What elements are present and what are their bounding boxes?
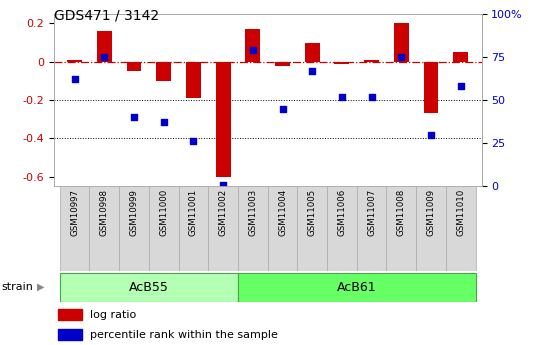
Text: AcB61: AcB61 [337,281,377,294]
FancyBboxPatch shape [89,186,119,271]
Point [130,115,138,120]
Point [100,54,109,60]
FancyBboxPatch shape [179,186,208,271]
Text: GSM11003: GSM11003 [249,189,257,236]
Text: GSM11007: GSM11007 [367,189,376,236]
Bar [126,62,141,71]
Text: GSM11001: GSM11001 [189,189,198,236]
Bar [364,60,379,62]
Point [249,47,257,53]
Bar [97,31,112,62]
Point [456,83,465,89]
Bar [305,42,320,62]
FancyBboxPatch shape [268,186,298,271]
Text: GSM11002: GSM11002 [218,189,228,236]
Point [427,132,435,137]
FancyBboxPatch shape [60,186,89,271]
FancyBboxPatch shape [327,186,357,271]
Bar [67,60,82,62]
Text: GSM10998: GSM10998 [100,189,109,236]
Text: GSM11006: GSM11006 [337,189,346,236]
Bar [454,52,468,62]
Text: GSM11000: GSM11000 [159,189,168,236]
Text: GDS471 / 3142: GDS471 / 3142 [54,9,159,23]
FancyBboxPatch shape [208,186,238,271]
Point [159,120,168,125]
Text: GSM11008: GSM11008 [397,189,406,236]
FancyBboxPatch shape [238,186,268,271]
Bar [186,62,201,98]
FancyBboxPatch shape [238,273,476,302]
Point [70,77,79,82]
Bar [58,329,82,340]
Bar [156,62,171,81]
Bar [275,62,290,66]
Point [367,94,376,99]
FancyBboxPatch shape [60,273,238,302]
Text: GSM10999: GSM10999 [130,189,138,236]
Text: GSM11004: GSM11004 [278,189,287,236]
Text: GSM11005: GSM11005 [308,189,317,236]
Point [189,139,197,144]
Text: GSM10997: GSM10997 [70,189,79,236]
Text: strain: strain [2,282,33,292]
Text: GSM11010: GSM11010 [456,189,465,236]
Bar [423,62,438,114]
Bar [216,62,230,177]
Bar [245,29,260,62]
Point [308,68,316,73]
Point [338,94,346,99]
FancyBboxPatch shape [119,186,149,271]
FancyBboxPatch shape [416,186,446,271]
Bar [335,62,349,63]
Point [278,106,287,111]
FancyBboxPatch shape [386,186,416,271]
FancyBboxPatch shape [149,186,179,271]
FancyBboxPatch shape [446,186,476,271]
FancyBboxPatch shape [357,186,386,271]
Text: AcB55: AcB55 [129,281,169,294]
Point [397,54,406,60]
Point [219,182,228,187]
FancyBboxPatch shape [298,186,327,271]
Text: percentile rank within the sample: percentile rank within the sample [90,330,278,340]
Text: ▶: ▶ [37,282,44,292]
Bar [58,309,82,321]
Text: log ratio: log ratio [90,310,137,320]
Text: GSM11009: GSM11009 [427,189,436,236]
Bar [394,23,409,62]
